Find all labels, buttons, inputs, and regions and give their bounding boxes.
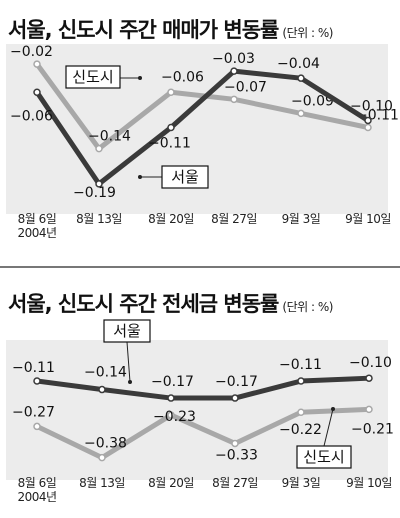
data-point bbox=[98, 453, 106, 462]
x-tick-label: 8월 6일 bbox=[18, 212, 57, 226]
chart-title: 서울, 신도시 주간 매매가 변동률 bbox=[8, 18, 279, 42]
x-tick-label: 8월 27일 bbox=[211, 212, 257, 226]
legend-label: 신도시 bbox=[72, 68, 113, 86]
data-label: −0.23 bbox=[153, 409, 196, 425]
data-label: −0.14 bbox=[84, 365, 127, 381]
data-label: −0.17 bbox=[215, 374, 258, 390]
data-point bbox=[297, 377, 305, 385]
x-tick-label: 8월 20일 bbox=[148, 212, 194, 226]
x-tick-label: 9월 10일 bbox=[345, 212, 391, 226]
data-point bbox=[167, 394, 175, 402]
legend-leader-dot bbox=[331, 407, 335, 411]
data-point bbox=[297, 408, 305, 416]
data-point bbox=[167, 88, 175, 97]
data-label: −0.17 bbox=[151, 374, 194, 390]
series-line-신도시 bbox=[34, 406, 372, 461]
data-point bbox=[167, 411, 175, 419]
year-label: 2004년 bbox=[17, 226, 56, 240]
data-point bbox=[297, 74, 305, 82]
data-label: −0.14 bbox=[88, 129, 131, 145]
data-point bbox=[33, 377, 41, 385]
data-point bbox=[364, 123, 372, 132]
data-point bbox=[365, 374, 373, 382]
data-label: −0.06 bbox=[161, 69, 204, 85]
legend-box bbox=[161, 165, 209, 189]
series-line-서울 bbox=[34, 375, 372, 401]
chart-title: 서울, 신도시 주간 전세금 변동률 bbox=[8, 292, 279, 316]
data-label: −0.33 bbox=[215, 447, 258, 463]
data-label: −0.21 bbox=[351, 421, 394, 437]
data-label: −0.22 bbox=[279, 422, 322, 438]
data-label: −0.11 bbox=[148, 136, 191, 152]
x-tick-label: 8월 13일 bbox=[76, 212, 122, 226]
chart-unit: (단위 : %) bbox=[282, 26, 333, 40]
data-label: −0.11 bbox=[279, 357, 322, 373]
x-tick-label: 9월 3일 bbox=[282, 212, 321, 226]
x-tick-label: 9월 3일 bbox=[282, 476, 321, 490]
legend-label: 서울 bbox=[171, 168, 199, 186]
data-label: −0.11 bbox=[12, 360, 55, 376]
jeonse-line-chart: −0.11 −0.14 −0.17 −0.17 −0.11 −0.10 서울 −0.27 −0.… bbox=[6, 319, 394, 504]
data-label: −0.27 bbox=[12, 404, 55, 420]
data-point bbox=[33, 88, 41, 97]
sale-price-line-chart: −0.02 −0.14 −0.06 −0.07 −0.09 −0.11 신도시 −0.06 −0… bbox=[6, 44, 399, 240]
jeonse-chart-panel: 서울, 신도시 주간 전세금 변동률 (단위 : %) −0.11 −0.14 −0.… bbox=[0, 278, 400, 518]
sale-price-chart-panel: 서울, 신도시 주간 매매가 변동률 (단위 : %) −0.02 −0.14 −0.… bbox=[0, 0, 400, 258]
data-point bbox=[230, 67, 238, 75]
data-point bbox=[33, 422, 41, 431]
data-label: −0.19 bbox=[73, 185, 116, 201]
data-label: −0.09 bbox=[291, 93, 334, 109]
legend-leader-line bbox=[126, 341, 131, 383]
data-label: −0.04 bbox=[277, 56, 320, 72]
data-point bbox=[365, 405, 373, 414]
panel-divider bbox=[0, 266, 400, 268]
legend-label: 서울 bbox=[113, 322, 141, 340]
data-label: −0.10 bbox=[350, 98, 393, 114]
legend-leader-dot bbox=[128, 380, 132, 384]
data-label: −0.38 bbox=[84, 436, 127, 452]
legend-leader-dot bbox=[138, 175, 142, 179]
data-label: −0.02 bbox=[10, 44, 53, 60]
data-point bbox=[98, 385, 106, 394]
chart-unit: (단위 : %) bbox=[282, 300, 333, 314]
data-point bbox=[230, 95, 238, 104]
legend-leader-line bbox=[323, 408, 334, 447]
series-line-신도시 bbox=[34, 61, 371, 152]
data-point bbox=[297, 109, 305, 118]
legend-box bbox=[296, 445, 352, 469]
data-point bbox=[231, 439, 239, 448]
year-label: 2004년 bbox=[17, 490, 56, 504]
data-point bbox=[95, 180, 103, 188]
chart-title-row: 서울, 신도시 주간 전세금 변동률 (단위 : %) bbox=[8, 288, 333, 318]
data-label: −0.10 bbox=[349, 355, 392, 371]
data-point bbox=[231, 394, 239, 402]
data-label: −0.03 bbox=[212, 51, 255, 67]
series-line-서울 bbox=[34, 68, 371, 187]
data-point bbox=[167, 123, 175, 132]
x-tick-label: 9월 10일 bbox=[346, 476, 392, 490]
x-tick-label: 8월 27일 bbox=[212, 476, 258, 490]
legend-label: 신도시 bbox=[303, 448, 344, 466]
x-tick-label: 8월 20일 bbox=[148, 476, 194, 490]
data-point bbox=[33, 60, 41, 68]
x-tick-label: 8월 13일 bbox=[79, 476, 125, 490]
data-label: −0.07 bbox=[224, 79, 267, 95]
chart-title-row: 서울, 신도시 주간 매매가 변동률 (단위 : %) bbox=[8, 14, 333, 44]
legend-leader-dot bbox=[138, 76, 142, 80]
x-tick-label: 8월 6일 bbox=[18, 476, 57, 490]
data-point bbox=[95, 144, 103, 153]
data-label: −0.06 bbox=[10, 108, 53, 124]
legend-box bbox=[103, 319, 151, 343]
data-point bbox=[364, 116, 372, 125]
legend-box bbox=[65, 65, 121, 89]
